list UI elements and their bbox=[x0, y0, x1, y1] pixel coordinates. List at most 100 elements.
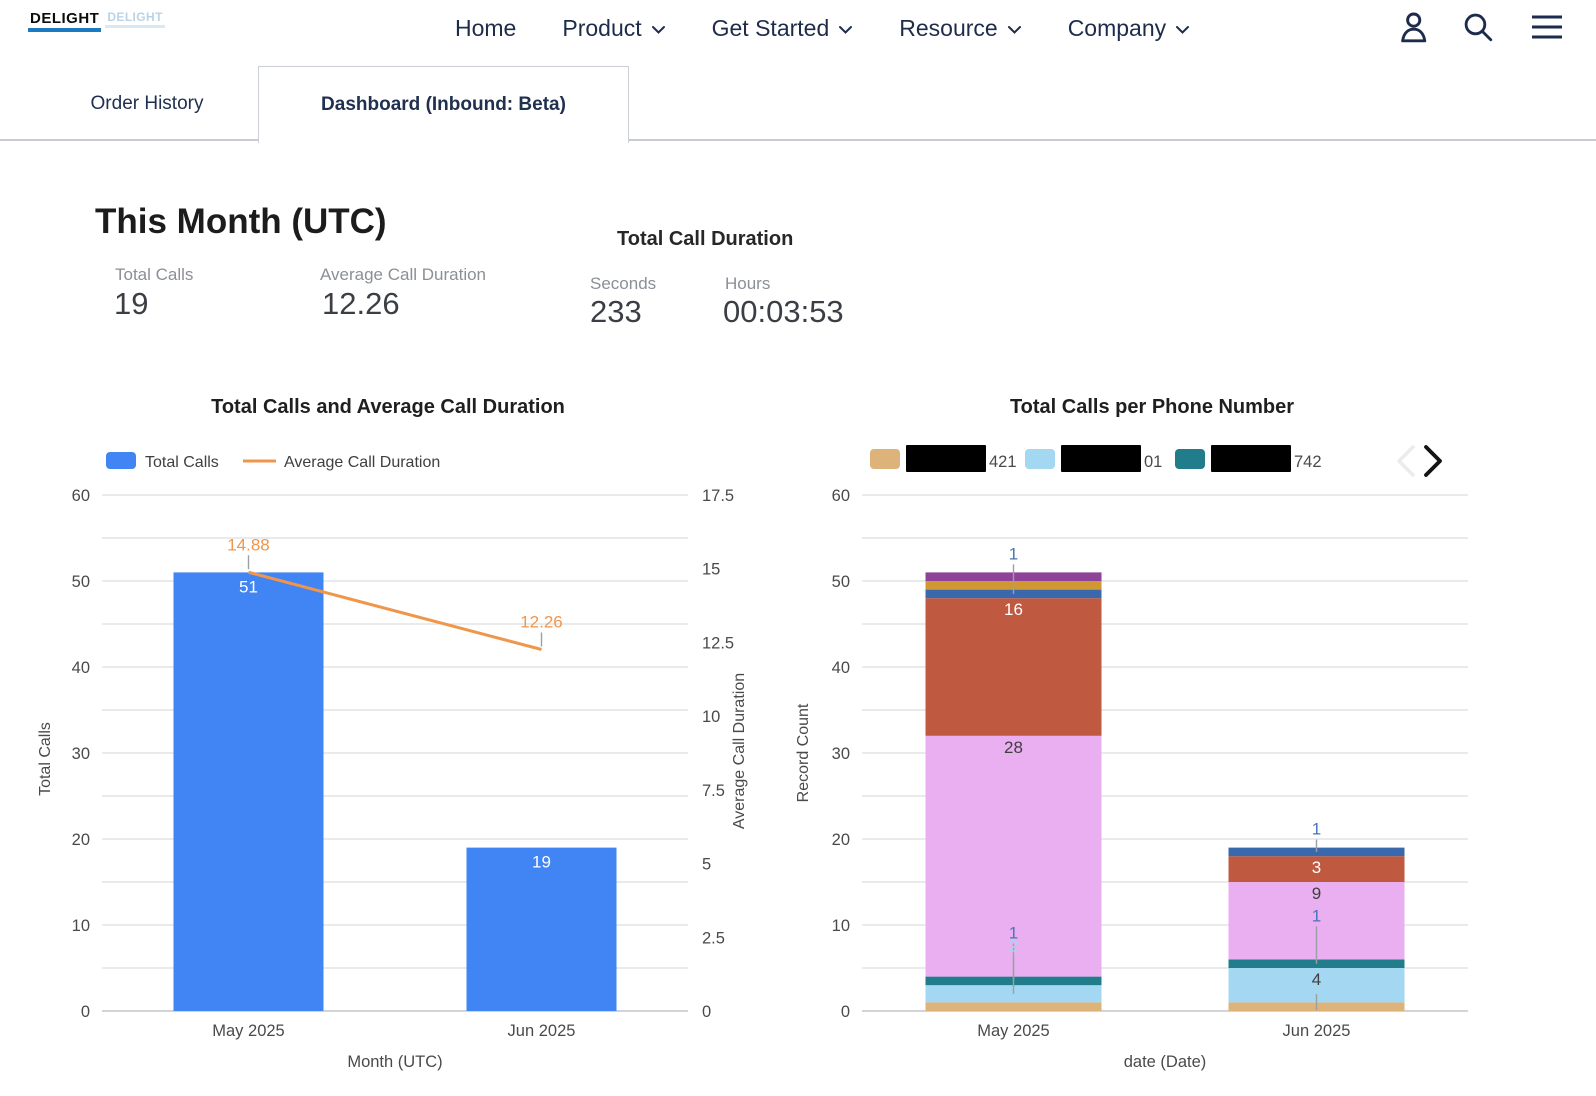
legend-swatch bbox=[1025, 449, 1055, 469]
segment-value-label: 1 bbox=[1009, 544, 1018, 563]
segment-1 bbox=[925, 985, 1102, 1003]
legend-swatch bbox=[1175, 449, 1205, 469]
left-y-axis-title: Total Calls bbox=[37, 722, 54, 796]
total-calls-chart: Total Calls and Average Call Duration Tot… bbox=[37, 396, 748, 1071]
chart-title: Total Calls and Average Call Duration bbox=[211, 396, 565, 418]
chevron-down-icon bbox=[1176, 25, 1190, 34]
right-y-axis-tick-label: 0 bbox=[702, 1003, 711, 1021]
y-axis-tick-label: 40 bbox=[832, 659, 850, 677]
menu-icon[interactable] bbox=[1530, 14, 1564, 45]
legend-label-avg-call-duration: Average Call Duration bbox=[284, 454, 440, 471]
legend-item-phone-01: 01 bbox=[1025, 445, 1162, 472]
y-axis-tick-label: 60 bbox=[72, 487, 90, 505]
y-axis-tick-label: 20 bbox=[832, 831, 850, 849]
chevron-down-icon bbox=[839, 25, 853, 34]
nav-item-home[interactable]: Home bbox=[455, 14, 517, 41]
right-y-axis-tick-label: 7.5 bbox=[702, 782, 725, 800]
right-y-axis-tick-label: 15 bbox=[702, 561, 720, 579]
y-axis-title: Record Count bbox=[795, 703, 812, 802]
avg-call-duration-label: Average Call Duration bbox=[320, 265, 486, 284]
segment-value-label: 9 bbox=[1312, 884, 1321, 903]
right-y-axis-tick-label: 5 bbox=[702, 856, 711, 874]
segment-value-label: 4 bbox=[1312, 970, 1321, 989]
segment-5 bbox=[925, 589, 1102, 599]
total-call-duration-title: Total Call Duration bbox=[617, 228, 794, 250]
segment-value-label: 16 bbox=[1004, 600, 1023, 619]
total-calls-label: Total Calls bbox=[115, 265, 194, 284]
y-axis-tick-label: 10 bbox=[72, 917, 90, 935]
seconds-value: 233 bbox=[590, 294, 642, 329]
nav-item-get-started[interactable]: Get Started bbox=[712, 15, 854, 42]
legend-item-phone-742: 742 bbox=[1175, 445, 1322, 472]
x-axis-title: date (Date) bbox=[1124, 1053, 1207, 1071]
bar-value-label: 19 bbox=[532, 853, 551, 872]
chevron-down-icon bbox=[1007, 25, 1021, 34]
legend-label-suffix: 01 bbox=[1144, 453, 1162, 471]
x-axis-title: Month (UTC) bbox=[347, 1053, 442, 1071]
nav-item-product[interactable]: Product bbox=[562, 15, 665, 42]
segment-value-label: 28 bbox=[1004, 738, 1023, 757]
redaction-box bbox=[1211, 445, 1291, 472]
avg-call-duration-value: 12.26 bbox=[322, 286, 400, 321]
account-icon[interactable] bbox=[1396, 9, 1430, 50]
segment-0 bbox=[925, 1002, 1102, 1011]
bar-value-label: 51 bbox=[239, 577, 258, 596]
seconds-label: Seconds bbox=[590, 274, 657, 293]
nav-item-resource[interactable]: Resource bbox=[899, 15, 1021, 42]
line-value-label: 12.26 bbox=[520, 613, 563, 632]
x-axis-tick-label: Jun 2025 bbox=[508, 1022, 576, 1040]
logo-text: DELIGHT bbox=[28, 10, 102, 32]
tab-dashboard-inbound-beta[interactable]: Dashboard (Inbound: Beta) bbox=[258, 66, 629, 143]
x-axis-tick-label: May 2025 bbox=[977, 1022, 1049, 1040]
delight-logo[interactable]: DELIGHT DELIGHT bbox=[28, 10, 165, 32]
legend-label-suffix: 742 bbox=[1294, 453, 1322, 471]
legend-label-suffix: 421 bbox=[989, 453, 1017, 471]
redaction-box bbox=[906, 445, 986, 472]
total-calls-value: 19 bbox=[114, 286, 149, 321]
right-y-axis-tick-label: 12.5 bbox=[702, 634, 734, 652]
legend-swatch bbox=[870, 449, 900, 469]
y-axis-tick-label: 30 bbox=[72, 745, 90, 763]
line-value-label: 14.88 bbox=[227, 535, 270, 554]
stacked-bar-jun-2025: 4 9 3 1 1 bbox=[1228, 820, 1405, 1011]
y-axis-tick-label: 60 bbox=[832, 487, 850, 505]
y-axis-tick-label: 50 bbox=[72, 573, 90, 591]
y-axis-tick-label: 30 bbox=[832, 745, 850, 763]
segment-value-label: 1 bbox=[1312, 820, 1321, 839]
logo-ghost-text: DELIGHT bbox=[105, 10, 165, 28]
main-nav: Home Product Get Started Resource Compan… bbox=[455, 0, 1190, 56]
segment-3 bbox=[925, 735, 1102, 977]
search-icon[interactable] bbox=[1461, 10, 1495, 49]
nav-item-company[interactable]: Company bbox=[1068, 15, 1190, 42]
bar-jun-2025 bbox=[466, 847, 617, 1011]
right-y-axis-title: Average Call Duration bbox=[731, 673, 748, 829]
tab-order-history[interactable]: Order History bbox=[90, 92, 204, 114]
x-axis-tick-label: May 2025 bbox=[212, 1022, 284, 1040]
segment-value-label: 2 bbox=[1009, 937, 1018, 956]
right-y-axis-tick-label: 17.5 bbox=[702, 487, 734, 505]
right-y-axis-tick-label: 10 bbox=[702, 708, 720, 726]
y-axis-tick-label: 0 bbox=[81, 1003, 90, 1021]
legend-prev-icon bbox=[1397, 445, 1415, 477]
x-axis-tick-label: Jun 2025 bbox=[1283, 1022, 1351, 1040]
top-navigation-bar: DELIGHT DELIGHT Home Product Get Started … bbox=[0, 0, 1596, 56]
right-y-axis-tick-label: 2.5 bbox=[702, 929, 725, 947]
y-axis-tick-label: 50 bbox=[832, 573, 850, 591]
y-axis-tick-label: 0 bbox=[841, 1003, 850, 1021]
legend-next-icon[interactable] bbox=[1424, 445, 1442, 477]
y-axis-tick-label: 10 bbox=[832, 917, 850, 935]
chart-legend: Total Calls Average Call Duration bbox=[106, 452, 440, 471]
legend-item-phone-421: 421 bbox=[870, 445, 1017, 472]
chart-title: Total Calls per Phone Number bbox=[1010, 396, 1294, 418]
segment-value-label: 1 bbox=[1009, 924, 1018, 943]
hours-value: 00:03:53 bbox=[723, 294, 844, 329]
segment-value-label: 3 bbox=[1312, 858, 1321, 877]
page-title: This Month (UTC) bbox=[95, 202, 387, 241]
legend-label-total-calls: Total Calls bbox=[145, 454, 219, 471]
bar-may-2025 bbox=[173, 572, 324, 1011]
chevron-down-icon bbox=[651, 25, 665, 34]
segment-4 bbox=[925, 598, 1102, 736]
